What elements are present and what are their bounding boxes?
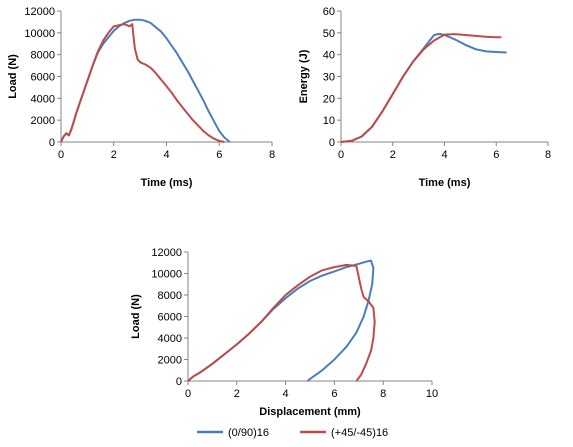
y-tick-label: 0	[176, 376, 182, 388]
y-axis-title: Load (N)	[7, 54, 19, 99]
y-tick-label: 12000	[151, 247, 182, 259]
y-tick-label: 60	[323, 6, 335, 18]
x-tick-label: 10	[426, 388, 438, 400]
x-tick-label: 4	[163, 149, 169, 161]
y-tick-label: 4000	[31, 93, 55, 105]
legend-label: (+45/-45)16	[331, 427, 388, 439]
y-axis-title: Energy (J)	[298, 49, 310, 103]
x-tick-label: 8	[545, 149, 551, 161]
y-tick-label: 2000	[158, 355, 182, 367]
x-tick-label: 0	[185, 388, 191, 400]
legend: (0/90)16 (+45/-45)16	[197, 427, 388, 439]
x-tick-label: 2	[390, 149, 396, 161]
energy-time-chart: 0 10 20 30 40 50 60 0 2 4 6 8 Time (ms) Energy (J)	[298, 6, 551, 189]
y-tick-label: 0	[329, 137, 335, 149]
y-tick-label: 30	[323, 72, 335, 84]
x-axis-title: Time (ms)	[141, 177, 193, 189]
x-tick-label: 2	[111, 149, 117, 161]
x-tick-label: 6	[216, 149, 222, 161]
y-tick-label: 50	[323, 28, 335, 40]
y-tick-label: 0	[49, 137, 55, 149]
y-tick-label: 2000	[31, 115, 55, 127]
x-tick-label: 6	[331, 388, 337, 400]
x-tick-label: 0	[338, 149, 344, 161]
series-line-0-90	[187, 259, 375, 382]
x-axis-title: Time (ms)	[419, 177, 471, 189]
y-tick-label: 10	[323, 115, 335, 127]
x-tick-label: 8	[380, 388, 386, 400]
series-line-45	[60, 23, 225, 143]
legend-label: (0/90)16	[228, 427, 269, 439]
x-tick-label: 4	[283, 388, 289, 400]
y-axis-title: Load (N)	[130, 294, 142, 339]
series-line-45	[340, 33, 502, 143]
x-tick-label: 6	[493, 149, 499, 161]
load-displacement-chart: 0 2000 4000 6000 8000 10000 12000 0 2 4 6 8 10 Displa…	[130, 247, 438, 418]
y-tick-label: 12000	[24, 6, 55, 18]
y-tick-label: 40	[323, 50, 335, 62]
x-tick-label: 2	[234, 388, 240, 400]
y-tick-label: 6000	[158, 312, 182, 324]
x-tick-label: 4	[441, 149, 447, 161]
x-axis-title: Displacement (mm)	[259, 406, 361, 418]
load-time-chart: 0 2000 4000 6000 8000 10000 12000 0 2 4 6 8 Time (ms…	[7, 6, 275, 189]
x-tick-label: 8	[269, 149, 275, 161]
x-tick-label: 0	[58, 149, 64, 161]
y-tick-label: 8000	[158, 290, 182, 302]
y-tick-label: 10000	[151, 269, 182, 281]
y-tick-label: 20	[323, 93, 335, 105]
series-line-0-90	[60, 18, 231, 143]
y-tick-label: 4000	[158, 333, 182, 345]
series-line-45	[187, 263, 376, 382]
y-tick-label: 6000	[31, 72, 55, 84]
y-tick-label: 10000	[24, 28, 55, 40]
y-tick-label: 8000	[31, 50, 55, 62]
